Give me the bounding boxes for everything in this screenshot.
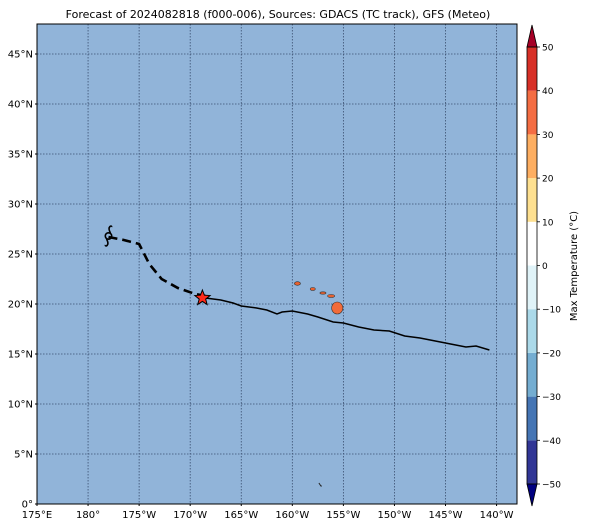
lon-tick-label: 175°W	[122, 510, 156, 521]
island-molokai	[319, 291, 327, 295]
lon-tick-label: 170°W	[173, 510, 207, 521]
colorbar-band	[527, 134, 537, 179]
colorbar-tick-label: 50	[542, 44, 554, 54]
lat-tick-label: 35°N	[8, 150, 33, 161]
atoll-marker	[318, 482, 322, 487]
lat-tick-label: 5°N	[14, 450, 33, 461]
lon-tick-label: 180°	[76, 510, 100, 521]
storm-eye	[104, 232, 113, 241]
colorbar-tick-label: 10	[542, 218, 554, 228]
colorbar-band	[527, 352, 537, 397]
colorbar-band	[527, 265, 537, 310]
atoll-shape	[318, 482, 322, 487]
storm-arm-top	[108, 225, 113, 234]
lat-tick-label: 25°N	[8, 250, 33, 261]
colorbar: −50 −40 −30 −20 −10 0 10 20 30 40 50	[526, 24, 561, 507]
colorbar-tick-label: 0	[542, 262, 548, 272]
colorbar-over-arrow	[526, 24, 538, 48]
lat-tick-label: 10°N	[8, 400, 33, 411]
past-track-dashed-line	[108, 235, 206, 298]
colorbar-label: Max Temperature (°C)	[569, 211, 580, 321]
colorbar-band	[527, 221, 537, 266]
lat-tick-label: 30°N	[8, 200, 33, 211]
colorbar-tick-label: −10	[542, 306, 561, 316]
colorbar-tick-label: −40	[542, 437, 561, 447]
colorbar-band	[527, 178, 537, 222]
island-maui	[327, 294, 336, 298]
lon-tick-label: 145°W	[429, 510, 463, 521]
tropical-storm-icon	[104, 225, 113, 247]
latitude-tick-labels: 0° 5°N 10°N 15°N 20°N 25°N 30°N 35°N 40°N 45°N	[8, 50, 37, 511]
longitude-tick-labels: 175°E 180° 175°W 170°W 165°W 160°W 155°W 150°W 1…	[22, 504, 514, 521]
colorbar-tick-label: 30	[542, 131, 554, 141]
lon-tick-label: 165°W	[224, 510, 258, 521]
colorbar-band	[527, 309, 537, 353]
gridlines	[37, 24, 517, 504]
island-hawaii	[331, 301, 344, 315]
lon-tick-label: 140°W	[480, 510, 514, 521]
island-kauai	[294, 281, 301, 286]
colorbar-band	[527, 440, 537, 484]
colorbar-band	[527, 47, 537, 91]
figure-title: Forecast of 2024082818 (f000-006), Sourc…	[66, 8, 491, 21]
map-panel	[36, 23, 518, 505]
lat-tick-label: 40°N	[8, 100, 33, 111]
colorbar-tick-label: 40	[542, 87, 554, 97]
lat-tick-label: 0°	[22, 500, 33, 511]
island-oahu	[309, 287, 316, 291]
lon-tick-label: 150°W	[377, 510, 411, 521]
current-position-star-icon	[193, 288, 212, 306]
lon-tick-label: 160°W	[275, 510, 309, 521]
colorbar-tick-label: −20	[542, 349, 561, 359]
star-shape	[193, 288, 212, 306]
lat-tick-label: 20°N	[8, 300, 33, 311]
colorbar-band	[527, 396, 537, 441]
colorbar-under-arrow	[526, 483, 538, 507]
colorbar-band	[527, 90, 537, 135]
colorbar-tick-label: −50	[542, 481, 561, 491]
colorbar-tick-label: −30	[542, 393, 561, 403]
lat-tick-label: 45°N	[8, 50, 33, 61]
colorbar-tick-label: 20	[542, 175, 554, 185]
storm-arm-bottom	[104, 238, 109, 247]
lat-tick-label: 15°N	[8, 350, 33, 361]
ocean-background	[37, 24, 517, 504]
hawaiian-islands	[294, 281, 344, 315]
lon-tick-label: 155°W	[326, 510, 360, 521]
forecast-track-line	[205, 297, 490, 351]
lon-tick-label: 175°E	[22, 510, 52, 521]
map-frame	[36, 23, 518, 505]
